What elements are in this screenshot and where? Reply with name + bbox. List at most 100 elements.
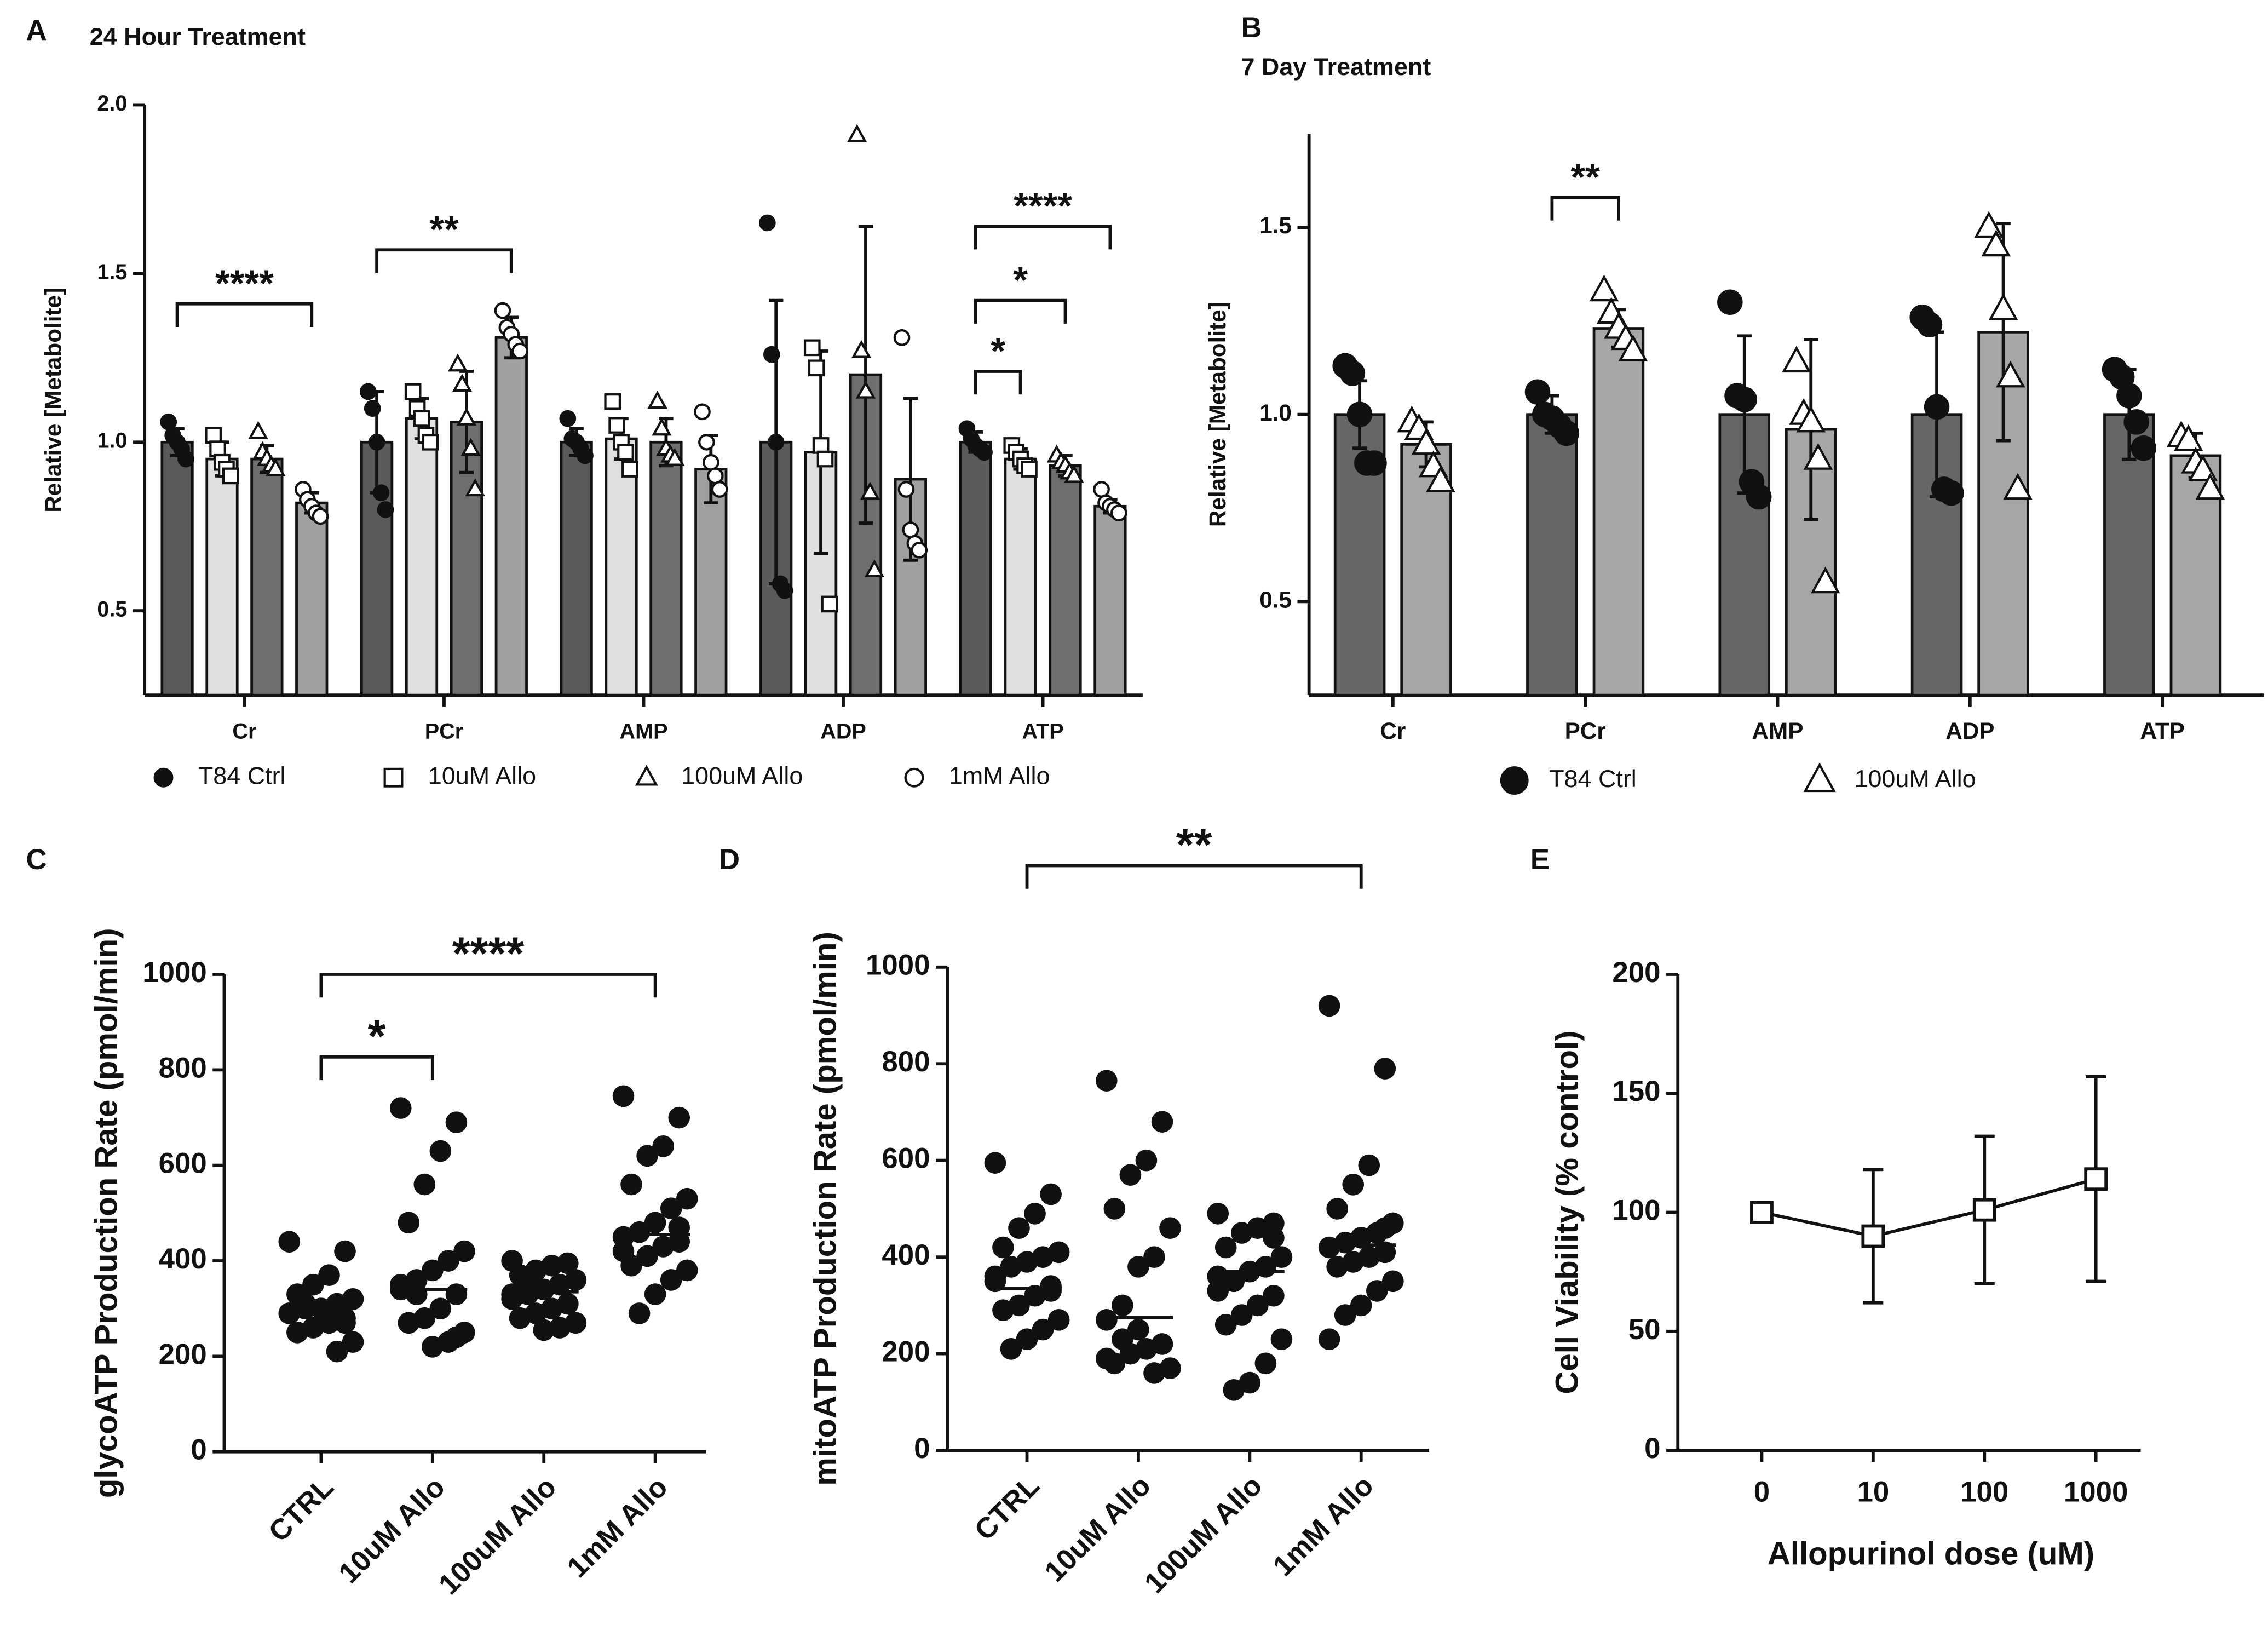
- data-point: [453, 1240, 475, 1262]
- bar: [1526, 413, 1578, 697]
- x-tick-label: Cr: [232, 719, 256, 743]
- data-point: [1270, 1246, 1293, 1268]
- data-point: [1263, 1227, 1285, 1249]
- data-point: [1746, 484, 1772, 510]
- bar: [649, 440, 683, 697]
- data-point: [1339, 360, 1366, 386]
- significance-label: *: [991, 330, 1005, 372]
- data-point: [703, 453, 719, 471]
- y-tick-label: 1.5: [97, 260, 127, 284]
- data-point: [1008, 1217, 1030, 1239]
- y-axis-title: Cell Viability (% control): [1549, 1031, 1585, 1394]
- data-point: [517, 1273, 539, 1296]
- bar: [2169, 454, 2222, 697]
- data-point: [1247, 1294, 1269, 1317]
- data-point: [438, 1250, 459, 1272]
- legend-marker: [635, 765, 658, 786]
- data-point: [509, 1307, 531, 1329]
- data-point: [312, 508, 329, 525]
- bar: [295, 501, 329, 697]
- data-point: [1361, 450, 1387, 476]
- legend-label: T84 Ctrl: [198, 762, 286, 790]
- data-point: [847, 124, 867, 142]
- data-point: [1861, 1224, 1885, 1248]
- data-point: [992, 1299, 1014, 1322]
- data-point: [976, 444, 993, 461]
- panel-letter: C: [26, 843, 47, 876]
- data-point: [855, 380, 876, 399]
- data-point: [389, 1273, 412, 1296]
- significance-label: **: [429, 209, 459, 251]
- data-point: [636, 1245, 658, 1267]
- data-point: [759, 214, 776, 232]
- data-point: [557, 1252, 579, 1274]
- data-point: [1318, 995, 1340, 1017]
- data-point: [1589, 274, 1619, 302]
- x-tick-label: Cr: [1380, 718, 1406, 744]
- data-point: [1924, 394, 1950, 420]
- bar: [160, 440, 194, 697]
- legend-marker: [1803, 762, 1836, 793]
- data-point: [1350, 1294, 1372, 1317]
- data-point: [429, 1297, 452, 1320]
- significance-bracket: [319, 1055, 434, 1081]
- y-tick-label: 2.0: [97, 91, 127, 116]
- data-point: [2116, 383, 2142, 409]
- data-point: [1374, 1058, 1396, 1080]
- x-tick-label: 0: [1754, 1475, 1770, 1508]
- y-tick-label: 1.0: [1259, 400, 1292, 426]
- data-point: [706, 467, 724, 485]
- data-point: [617, 444, 634, 461]
- bar: [1592, 327, 1645, 697]
- data-point: [559, 410, 577, 427]
- data-point: [334, 1240, 356, 1262]
- significance-bracket: [319, 973, 657, 998]
- data-point: [404, 383, 422, 400]
- legend-label: 100uM Allo: [681, 762, 803, 790]
- panel-title: 7 Day Treatment: [1241, 53, 1431, 81]
- data-point: [342, 1331, 364, 1353]
- data-point: [577, 447, 594, 464]
- data-point: [652, 1236, 674, 1258]
- data-point: [278, 1302, 301, 1324]
- data-point: [860, 481, 880, 500]
- data-point: [1717, 289, 1743, 315]
- x-tick-label: AMP: [1752, 718, 1804, 744]
- data-point: [1223, 1379, 1245, 1401]
- bar: [1049, 464, 1082, 697]
- data-point: [776, 582, 793, 599]
- data-point: [893, 329, 911, 346]
- data-point: [644, 1283, 666, 1305]
- data-point: [511, 342, 528, 360]
- x-tick-label: ADP: [1945, 718, 1994, 744]
- data-point: [992, 1236, 1014, 1259]
- data-point: [1095, 1309, 1118, 1331]
- data-point: [2173, 424, 2203, 451]
- y-tick-label: 800: [882, 1046, 930, 1078]
- panel-title: 24 Hour Treatment: [90, 22, 306, 50]
- y-tick-label: 400: [882, 1239, 930, 1271]
- data-point: [1103, 1198, 1126, 1220]
- y-axis-title: Relative [Metabolite]: [41, 288, 66, 513]
- x-tick-label: PCr: [425, 719, 463, 743]
- legend-marker: [904, 767, 924, 788]
- data-point: [803, 339, 821, 357]
- y-tick-label: 200: [1612, 956, 1660, 989]
- data-point: [1032, 1318, 1054, 1341]
- y-tick-label: 1000: [866, 949, 930, 981]
- data-point: [628, 1302, 651, 1324]
- data-point: [1318, 1328, 1340, 1350]
- data-point: [851, 340, 872, 358]
- panel-letter: E: [1530, 843, 1550, 876]
- data-point: [812, 437, 830, 454]
- data-point: [660, 1197, 682, 1219]
- x-tick-label: 100uM Allo: [1138, 1469, 1269, 1600]
- data-point: [1151, 1111, 1173, 1133]
- significance-label: **: [1570, 156, 1600, 198]
- data-point: [1803, 443, 1833, 470]
- data-point: [604, 393, 621, 410]
- x-tick-label: 100: [1960, 1475, 2008, 1508]
- y-tick-label: 150: [1612, 1075, 1660, 1107]
- data-point: [460, 438, 481, 456]
